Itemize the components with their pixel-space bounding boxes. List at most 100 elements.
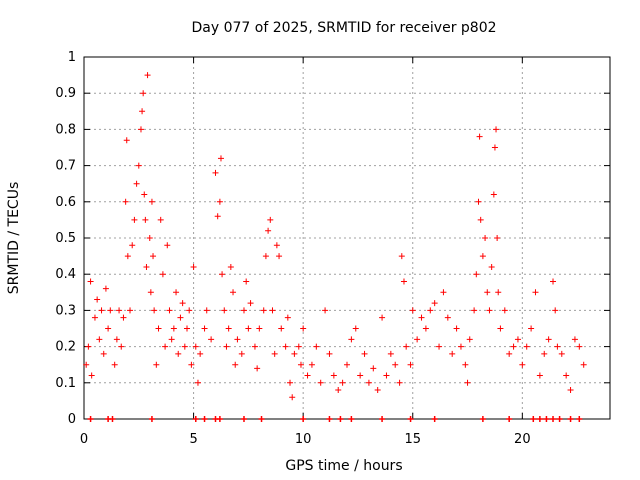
- data-point: [173, 289, 180, 296]
- data-point: [344, 361, 350, 368]
- data-point: [558, 350, 565, 357]
- x-axis: 0 5 10 15 20: [80, 57, 531, 447]
- data-point: [135, 162, 142, 169]
- data-point: [238, 350, 245, 357]
- y-tick-label: 0.6: [55, 195, 76, 210]
- data-point: [295, 343, 302, 350]
- data-point: [208, 336, 215, 343]
- y-tick-label: 1: [68, 50, 76, 65]
- data-point: [269, 307, 276, 314]
- data-point: [137, 126, 144, 133]
- y-tick-label: 0.1: [55, 376, 76, 391]
- data-point: [129, 242, 136, 249]
- data-point: [157, 216, 164, 223]
- data-point: [223, 343, 230, 350]
- data-point: [571, 336, 578, 343]
- data-point: [475, 198, 482, 205]
- x-axis-label: GPS time / hours: [285, 458, 402, 474]
- data-point: [409, 307, 416, 314]
- data-point: [453, 325, 460, 332]
- data-point: [234, 336, 241, 343]
- data-point: [225, 325, 232, 332]
- data-point: [392, 361, 399, 368]
- data-point: [227, 263, 234, 270]
- data-point: [300, 325, 307, 332]
- y-tick-label: 0.5: [55, 231, 76, 246]
- data-point: [407, 361, 414, 368]
- data-point: [473, 271, 480, 278]
- data-point: [326, 350, 333, 357]
- data-point: [116, 307, 123, 314]
- zero-value-point: [87, 416, 94, 422]
- data-point: [403, 343, 410, 350]
- data-point: [398, 253, 405, 260]
- data-point: [91, 314, 98, 321]
- zero-value-point: [556, 416, 563, 422]
- data-point: [140, 90, 147, 97]
- data-point: [379, 314, 386, 321]
- y-tick-label: 0.2: [55, 340, 76, 355]
- data-point: [276, 253, 283, 260]
- data-point: [123, 137, 130, 144]
- data-point: [94, 296, 101, 303]
- x-tick-label: 10: [295, 432, 312, 447]
- y-tick-label: 0.4: [55, 267, 76, 282]
- data-point: [497, 325, 504, 332]
- data-point: [139, 108, 146, 115]
- data-point: [144, 72, 151, 79]
- data-point: [427, 307, 434, 314]
- data-point: [491, 144, 498, 151]
- data-point: [141, 191, 148, 198]
- data-point: [308, 361, 315, 368]
- data-point: [100, 350, 107, 357]
- x-tick-label: 20: [514, 432, 531, 447]
- zero-value-point: [109, 416, 116, 422]
- data-point: [576, 343, 583, 350]
- data-point: [493, 126, 500, 133]
- data-point: [203, 307, 210, 314]
- data-point: [184, 325, 191, 332]
- data-point: [479, 253, 486, 260]
- data-point: [151, 307, 158, 314]
- data-point: [431, 300, 438, 307]
- data-point: [370, 365, 377, 372]
- data-point: [464, 379, 471, 386]
- data-point: [166, 307, 173, 314]
- y-axis: 0 0.1 0.2 0.3 0.4 0.5 0.6 0.7 0.8 0.9 1: [55, 50, 610, 427]
- data-points: [83, 72, 587, 401]
- data-point: [88, 372, 95, 379]
- data-point: [330, 372, 337, 379]
- zero-value-point: [407, 416, 414, 422]
- data-point: [457, 343, 464, 350]
- data-point: [197, 350, 204, 357]
- zero-value-point: [576, 416, 583, 422]
- data-point: [164, 242, 171, 249]
- data-point: [170, 325, 177, 332]
- data-point: [124, 253, 131, 260]
- data-point: [495, 289, 502, 296]
- y-tick-label: 0: [68, 412, 76, 427]
- data-point: [297, 361, 304, 368]
- zero-value-point: [536, 416, 543, 422]
- data-point: [317, 379, 324, 386]
- data-point: [552, 307, 559, 314]
- data-point: [506, 350, 513, 357]
- data-point: [240, 307, 247, 314]
- data-point: [177, 314, 184, 321]
- zero-value-point: [543, 416, 550, 422]
- data-point: [221, 307, 228, 314]
- data-point: [219, 271, 226, 278]
- data-point: [153, 361, 160, 368]
- y-tick-label: 0.8: [55, 122, 76, 137]
- data-point: [168, 336, 175, 343]
- data-point: [271, 350, 278, 357]
- data-point: [477, 216, 484, 223]
- data-point: [181, 343, 188, 350]
- data-point: [580, 361, 587, 368]
- zero-value-point: [300, 416, 307, 422]
- data-point: [289, 394, 296, 401]
- data-point: [510, 343, 517, 350]
- data-point: [262, 253, 269, 260]
- data-point: [348, 336, 355, 343]
- data-point: [335, 387, 342, 394]
